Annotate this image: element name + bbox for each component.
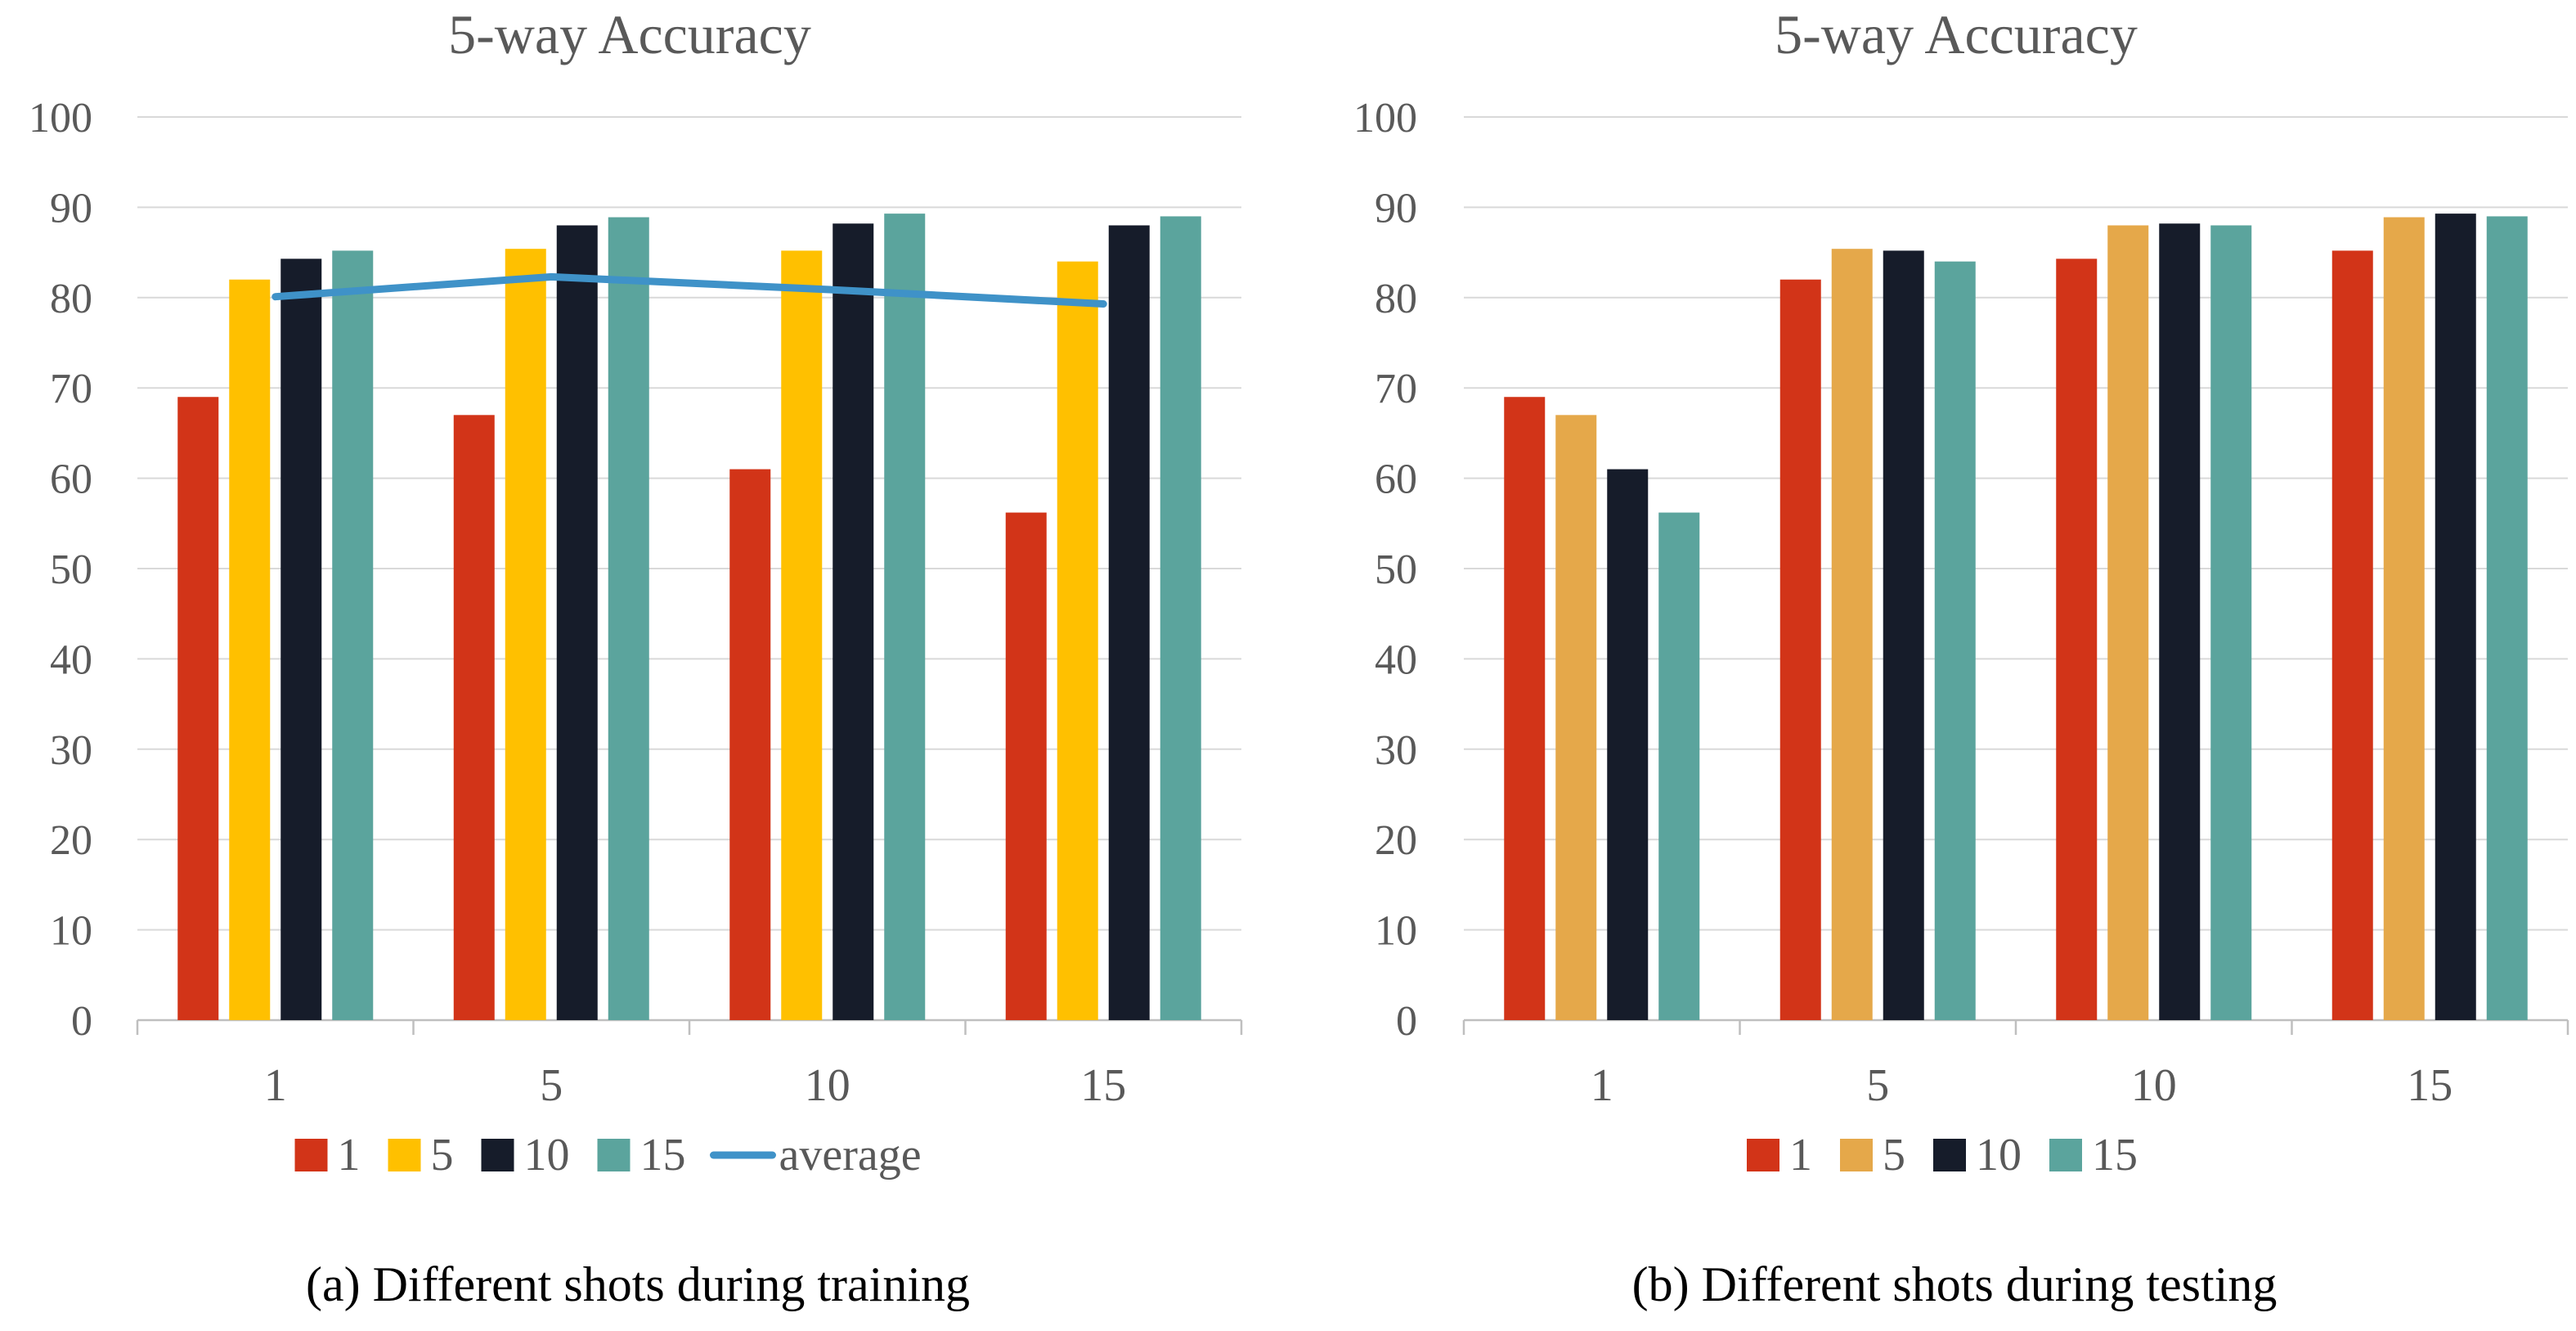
figure-caption: (b) Different shots during testing	[1632, 1257, 2278, 1311]
y-tick-label: 30	[50, 727, 92, 774]
bar-series-15-5	[608, 217, 649, 1020]
legend-swatch-1	[294, 1139, 328, 1171]
x-tick-label: 5	[1866, 1060, 1889, 1111]
bar-series-10-10	[832, 223, 874, 1021]
legend-label: 15	[640, 1130, 686, 1180]
y-tick-label: 90	[1375, 185, 1417, 232]
y-tick-label: 40	[50, 636, 92, 683]
bar-series-10-15	[1108, 225, 1150, 1021]
y-tick-label: 60	[1375, 456, 1417, 503]
bar-series-1-15	[2331, 250, 2373, 1021]
bar-series-5-10	[2107, 225, 2149, 1021]
y-tick-label: 70	[50, 366, 92, 412]
y-tick-label: 30	[1375, 727, 1417, 774]
bar-series-1-15	[1005, 512, 1047, 1020]
legend: 1 5 10 15	[1747, 1130, 2138, 1180]
x-tick-label: 5	[540, 1060, 563, 1111]
legend-label: 1	[1789, 1130, 1812, 1180]
bar-series-15-10	[884, 214, 926, 1020]
y-tick-label: 0	[71, 998, 92, 1045]
bar-series-10-5	[1883, 250, 1924, 1021]
legend-label: 10	[1976, 1130, 2022, 1180]
bar-series-1-1	[177, 397, 219, 1020]
bar-series-15-5	[1934, 261, 1976, 1020]
x-tick-label: 1	[264, 1060, 287, 1111]
bar-series-5-1	[229, 279, 271, 1021]
legend-swatch-10	[1933, 1139, 1966, 1171]
line-series-average	[272, 272, 1107, 308]
legend-swatch-15	[597, 1139, 631, 1171]
x-tick-label: 1	[1591, 1060, 1613, 1111]
legend-label: 1	[338, 1130, 361, 1180]
y-tick-label: 100	[29, 95, 92, 142]
bar-series-5-5	[505, 249, 546, 1021]
legend-swatch-1	[1747, 1139, 1779, 1171]
legend-label: 5	[1883, 1130, 1905, 1180]
legend: 1 5 10 15 average	[294, 1130, 922, 1180]
legend-label: 10	[524, 1130, 570, 1180]
y-tick-label: 60	[50, 456, 92, 503]
bar-series-10-5	[556, 225, 598, 1021]
bar-series-15-1	[332, 250, 374, 1021]
legend-swatch-5	[388, 1139, 421, 1171]
bar-series-1-1	[1504, 397, 1546, 1020]
y-tick-label: 20	[50, 817, 92, 864]
bar-series-15-15	[1160, 216, 1201, 1020]
y-tick-label: 80	[1375, 276, 1417, 322]
y-tick-label: 20	[1375, 817, 1417, 864]
legend-label: 15	[2092, 1130, 2138, 1180]
y-tick-label: 100	[1353, 95, 1417, 142]
bar-series-15-10	[2210, 225, 2252, 1021]
bar-series-10-10	[2159, 223, 2201, 1021]
y-tick-label: 0	[1396, 998, 1417, 1045]
bar-series-10-1	[1607, 469, 1649, 1020]
bar-series-1-10	[2056, 259, 2098, 1020]
bar-series-5-5	[1831, 249, 1873, 1021]
y-tick-label: 90	[50, 185, 92, 232]
bar-series-5-1	[1555, 415, 1597, 1020]
bar-series-10-1	[280, 259, 322, 1020]
y-tick-label: 40	[1375, 636, 1417, 683]
x-tick-label: 10	[2131, 1060, 2177, 1111]
legend-label: 5	[431, 1130, 454, 1180]
x-tick-label: 10	[805, 1060, 850, 1111]
bar-series-5-10	[781, 250, 823, 1021]
y-tick-label: 80	[50, 276, 92, 322]
chart-title: 5-way Accuracy	[1775, 3, 2138, 65]
chart-title: 5-way Accuracy	[448, 3, 811, 65]
figure-caption: (a) Different shots during training	[306, 1257, 970, 1311]
y-tick-label: 10	[50, 908, 92, 955]
bar-series-1-10	[729, 469, 771, 1020]
legend-swatch-5	[1840, 1139, 1873, 1171]
bar-series-15-1	[1658, 512, 1700, 1020]
legend-swatch-15	[2049, 1139, 2082, 1171]
x-tick-label: 15	[2407, 1060, 2453, 1111]
bar-series-10-15	[2435, 214, 2476, 1020]
legend-label: average	[779, 1130, 922, 1180]
bar-series-5-15	[1057, 261, 1098, 1020]
bar-series-5-15	[2383, 217, 2425, 1020]
bar-series-1-5	[453, 415, 495, 1020]
bar-series-1-5	[1779, 279, 1821, 1021]
x-tick-label: 15	[1080, 1060, 1126, 1111]
y-tick-label: 10	[1375, 908, 1417, 955]
legend-swatch-10	[481, 1139, 514, 1171]
y-tick-label: 50	[1375, 546, 1417, 593]
y-tick-label: 70	[1375, 366, 1417, 412]
y-tick-label: 50	[50, 546, 92, 593]
bar-series-15-15	[2486, 216, 2528, 1020]
